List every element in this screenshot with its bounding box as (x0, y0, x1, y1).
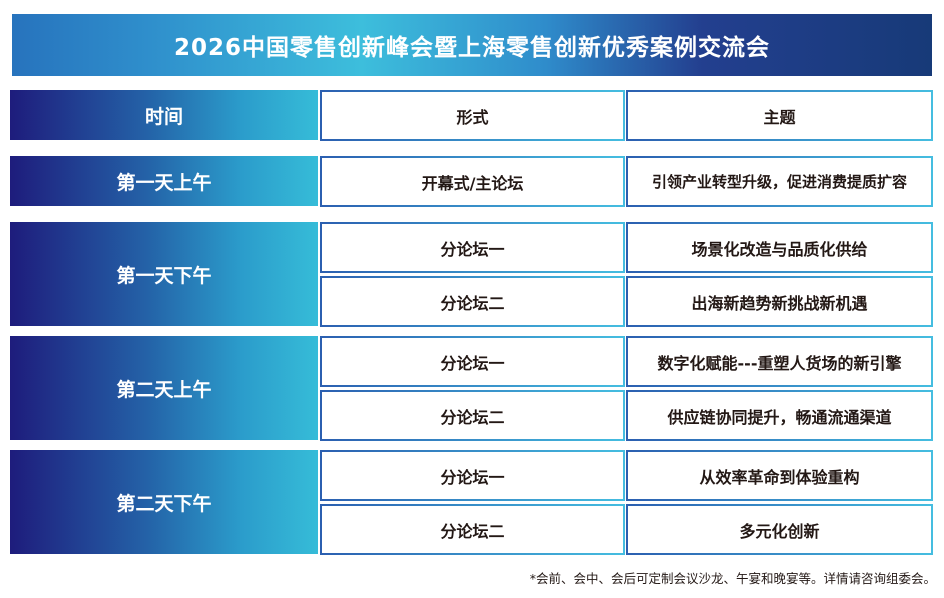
time-cell: 第一天上午 (10, 156, 318, 206)
header-topic: 主题 (626, 90, 933, 141)
topic-cell: 场景化改造与品质化供给 (626, 222, 933, 273)
page-title: 2026中国零售创新峰会暨上海零售创新优秀案例交流会 (12, 14, 932, 76)
topic-cell: 引领产业转型升级，促进消费提质扩容 (626, 156, 933, 207)
format-cell: 开幕式/主论坛 (320, 156, 625, 207)
time-cell: 第二天下午 (10, 450, 318, 554)
header-time: 时间 (10, 90, 318, 140)
format-cell: 分论坛一 (320, 336, 625, 387)
topic-cell: 数字化赋能---重塑人货场的新引擎 (626, 336, 933, 387)
topic-cell: 从效率革命到体验重构 (626, 450, 933, 501)
footnote: *会前、会中、会后可定制会议沙龙、午宴和晚宴等。详情请咨询组委会。 (529, 571, 936, 586)
topic-cell: 供应链协同提升，畅通流通渠道 (626, 390, 933, 441)
topic-cell: 多元化创新 (626, 504, 933, 555)
format-cell: 分论坛一 (320, 450, 625, 501)
format-cell: 分论坛二 (320, 390, 625, 441)
time-cell: 第二天上午 (10, 336, 318, 440)
topic-cell: 出海新趋势新挑战新机遇 (626, 276, 933, 327)
format-cell: 分论坛二 (320, 504, 625, 555)
header-format: 形式 (320, 90, 625, 141)
format-cell: 分论坛一 (320, 222, 625, 273)
format-cell: 分论坛二 (320, 276, 625, 327)
time-cell: 第一天下午 (10, 222, 318, 326)
